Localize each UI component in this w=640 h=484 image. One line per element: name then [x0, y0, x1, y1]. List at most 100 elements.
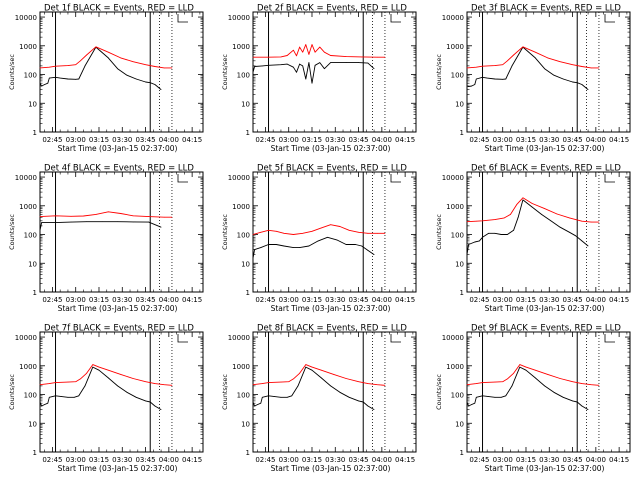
data-point-events	[505, 395, 507, 397]
data-point-events	[373, 409, 375, 410]
data-point-events	[59, 77, 61, 79]
legend-bracket	[177, 14, 188, 23]
data-point-lld	[320, 369, 322, 371]
data-point-events	[502, 78, 504, 80]
data-point-events	[479, 240, 480, 242]
panel-title: Det 6f BLACK = Events, RED = LLD	[471, 164, 621, 174]
plot-frame	[466, 11, 631, 133]
data-point-events	[361, 245, 363, 247]
data-point-events	[517, 216, 519, 218]
y-axis-label: Counts/sec	[8, 214, 16, 250]
x-tick-label: 02:45	[469, 136, 489, 144]
data-point-events	[283, 245, 285, 247]
y-tick-label: 1	[33, 289, 37, 297]
data-point-events	[44, 84, 46, 85]
legend-bracket	[390, 334, 401, 343]
y-tick-label: 10	[455, 420, 464, 428]
data-point-lld	[293, 378, 294, 380]
x-tick-label: 03:30	[325, 296, 345, 304]
data-point-events	[511, 385, 513, 387]
data-point-lld	[296, 55, 297, 57]
data-point-lld	[80, 60, 81, 62]
data-point-events	[78, 395, 80, 397]
data-point-events	[587, 89, 589, 90]
plot-frame	[252, 171, 417, 293]
data-point-lld	[311, 366, 313, 368]
y-tick-label: 1000	[232, 43, 250, 51]
data-point-events	[67, 396, 69, 398]
data-point-lld	[534, 369, 536, 371]
data-point-events	[44, 404, 46, 405]
data-point-events	[92, 366, 94, 368]
y-axis-label: Counts/sec	[8, 54, 16, 90]
x-tick-label: 04:15	[182, 456, 202, 464]
data-point-lld	[531, 203, 533, 204]
x-axis-label: Start Time (03-Jan-15 02:37:00)	[485, 304, 605, 313]
y-tick-label: 100	[451, 72, 464, 80]
data-point-lld	[522, 197, 524, 199]
data-point-lld	[261, 383, 263, 384]
data-point-lld	[286, 55, 288, 56]
data-point-events	[339, 391, 341, 393]
data-point-events	[41, 222, 42, 223]
data-point-lld	[482, 65, 483, 67]
data-point-events	[314, 64, 316, 66]
data-point-events	[299, 247, 300, 248]
series-line-lld	[39, 46, 172, 69]
data-point-lld	[516, 204, 518, 205]
y-tick-label: 10	[241, 420, 250, 428]
data-point-events	[319, 62, 321, 63]
data-point-events	[572, 400, 573, 402]
data-point-events	[482, 236, 483, 238]
x-tick-label: 03:45	[135, 296, 155, 304]
x-tick-label: 04:15	[395, 136, 415, 144]
x-tick-label: 03:00	[279, 296, 299, 304]
data-point-events	[254, 249, 255, 250]
data-point-lld	[75, 381, 77, 383]
y-tick-label: 100	[24, 72, 37, 80]
data-point-events	[550, 220, 552, 222]
data-point-events	[373, 68, 375, 70]
x-tick-label: 02:45	[42, 136, 62, 144]
x-axis-label: Start Time (03-Jan-15 02:37:00)	[58, 144, 178, 153]
legend-bracket	[177, 174, 188, 183]
data-point-events	[148, 221, 150, 223]
series-line-events	[39, 221, 162, 231]
data-point-lld	[145, 64, 146, 66]
y-tick-label: 10000	[442, 174, 464, 182]
data-point-events	[482, 76, 483, 78]
data-point-events	[559, 226, 561, 228]
data-point-lld	[299, 46, 300, 48]
data-point-lld	[590, 67, 592, 69]
data-point-lld	[466, 221, 468, 223]
data-point-events	[500, 396, 502, 398]
data-point-events	[160, 409, 162, 410]
legend-bracket	[390, 174, 401, 183]
data-point-lld	[475, 66, 477, 68]
data-point-events	[587, 245, 589, 247]
y-axis-label: Counts/sec	[435, 214, 443, 250]
data-point-lld	[339, 226, 341, 227]
data-point-events	[84, 65, 86, 67]
data-point-events	[55, 76, 56, 78]
data-point-events	[367, 250, 369, 251]
data-point-lld	[522, 46, 524, 48]
series-line-events	[39, 366, 162, 410]
x-tick-label: 04:00	[159, 136, 179, 144]
x-tick-label: 03:30	[539, 136, 559, 144]
y-tick-label: 100	[24, 392, 37, 400]
x-tick-label: 03:30	[539, 456, 559, 464]
x-tick-label: 03:30	[112, 136, 132, 144]
data-point-events	[525, 369, 527, 371]
data-point-events	[581, 240, 583, 242]
data-point-lld	[302, 232, 304, 234]
data-point-lld	[559, 378, 561, 379]
y-tick-label: 100	[237, 232, 250, 240]
data-point-events	[305, 78, 307, 80]
data-point-lld	[361, 56, 363, 58]
y-tick-label: 10000	[228, 14, 250, 22]
data-point-events	[576, 401, 578, 403]
x-tick-label: 02:45	[469, 456, 489, 464]
